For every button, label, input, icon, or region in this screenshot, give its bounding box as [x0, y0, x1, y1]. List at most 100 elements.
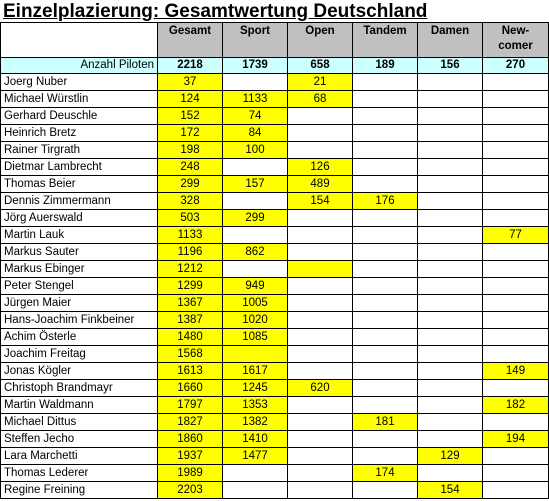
- pilot-name: Joachim Freitag: [0, 345, 158, 363]
- cell-gesamt: 1860: [157, 430, 223, 448]
- ranking-table: Gesamt Sport Open Tandem Damen New- come…: [0, 22, 549, 499]
- cell-open: 21: [287, 73, 353, 91]
- cell-open: [287, 124, 353, 142]
- table-row: Joachim Freitag 1568: [0, 345, 549, 363]
- cell-newcomer: [482, 73, 549, 91]
- cell-tandem: [352, 260, 418, 278]
- cell-newcomer: [482, 90, 549, 108]
- cell-tandem: [352, 362, 418, 380]
- cell-open: [287, 226, 353, 244]
- cell-open: [287, 209, 353, 227]
- cell-sport: [222, 158, 288, 176]
- pilot-name: Dietmar Lambrecht: [0, 158, 158, 176]
- pilot-count-sport: 1739: [222, 57, 288, 74]
- cell-open: [287, 447, 353, 465]
- cell-tandem: [352, 158, 418, 176]
- cell-sport: 299: [222, 209, 288, 227]
- pilot-name: Christoph Brandmayr: [0, 379, 158, 397]
- cell-newcomer: [482, 447, 549, 465]
- table-row: Regine Freining 2203 154: [0, 481, 549, 499]
- cell-open: [287, 413, 353, 431]
- cell-damen: [417, 158, 483, 176]
- cell-newcomer: 194: [482, 430, 549, 448]
- cell-tandem: [352, 243, 418, 261]
- cell-tandem: [352, 396, 418, 414]
- cell-gesamt: 1827: [157, 413, 223, 431]
- table-row: Jörg Auerswald 503 299: [0, 209, 549, 227]
- cell-newcomer: [482, 175, 549, 193]
- table-row: Gerhard Deuschle 152 74: [0, 107, 549, 125]
- pilot-name: Jörg Auerswald: [0, 209, 158, 227]
- cell-open: [287, 311, 353, 329]
- table-row: Rainer Tirgrath 198 100: [0, 141, 549, 159]
- cell-tandem: [352, 328, 418, 346]
- cell-damen: [417, 192, 483, 210]
- cell-sport: [222, 464, 288, 482]
- cell-gesamt: 1299: [157, 277, 223, 295]
- pilot-name: Joerg Nuber: [0, 73, 158, 91]
- cell-open: [287, 328, 353, 346]
- table-row: Dietmar Lambrecht 248 126: [0, 158, 549, 176]
- col-header-damen: Damen: [417, 22, 483, 58]
- col-header-sport: Sport: [222, 22, 288, 58]
- pilot-count-label: Anzahl Piloten: [0, 57, 158, 74]
- cell-tandem: [352, 447, 418, 465]
- cell-damen: [417, 107, 483, 125]
- cell-tandem: [352, 430, 418, 448]
- cell-open: [287, 396, 353, 414]
- cell-newcomer: [482, 311, 549, 329]
- cell-damen: [417, 141, 483, 159]
- pilot-name: Steffen Jecho: [0, 430, 158, 448]
- cell-newcomer: [482, 243, 549, 261]
- pilot-name: Heinrich Bretz: [0, 124, 158, 142]
- pilot-count-damen: 156: [417, 57, 483, 74]
- cell-damen: [417, 413, 483, 431]
- cell-sport: 157: [222, 175, 288, 193]
- cell-gesamt: 1989: [157, 464, 223, 482]
- table-row: Peter Stengel 1299 949: [0, 277, 549, 295]
- cell-damen: [417, 175, 483, 193]
- header-corner: [0, 22, 158, 58]
- cell-gesamt: 1568: [157, 345, 223, 363]
- cell-sport: 74: [222, 107, 288, 125]
- cell-sport: [222, 260, 288, 278]
- cell-gesamt: 37: [157, 73, 223, 91]
- cell-tandem: [352, 175, 418, 193]
- cell-gesamt: 1367: [157, 294, 223, 312]
- table-row: Jürgen Maier 1367 1005: [0, 294, 549, 312]
- pilot-name: Regine Freining: [0, 481, 158, 499]
- pilot-count-open: 658: [287, 57, 353, 74]
- cell-sport: [222, 192, 288, 210]
- cell-gesamt: 1196: [157, 243, 223, 261]
- pilot-count-tandem: 189: [352, 57, 418, 74]
- cell-newcomer: [482, 413, 549, 431]
- cell-tandem: [352, 481, 418, 499]
- table-row: Joerg Nuber 37 21: [0, 73, 549, 91]
- cell-newcomer: [482, 345, 549, 363]
- cell-tandem: [352, 277, 418, 295]
- cell-open: [287, 362, 353, 380]
- cell-gesamt: 172: [157, 124, 223, 142]
- cell-sport: 949: [222, 277, 288, 295]
- table-row: Michael Dittus 1827 1382 181: [0, 413, 549, 431]
- cell-gesamt: 299: [157, 175, 223, 193]
- cell-gesamt: 198: [157, 141, 223, 159]
- pilot-name: Hans-Joachim Finkbeiner: [0, 311, 158, 329]
- cell-newcomer: [482, 328, 549, 346]
- cell-damen: [417, 345, 483, 363]
- pilot-name: Markus Ebinger: [0, 260, 158, 278]
- pilot-name: Dennis Zimmermann: [0, 192, 158, 210]
- table-row: Jonas Kögler 1613 1617 149: [0, 362, 549, 380]
- cell-open: 126: [287, 158, 353, 176]
- cell-tandem: [352, 345, 418, 363]
- cell-gesamt: 1660: [157, 379, 223, 397]
- cell-gesamt: 1133: [157, 226, 223, 244]
- header-row: Gesamt Sport Open Tandem Damen New- come…: [0, 22, 549, 58]
- cell-gesamt: 1613: [157, 362, 223, 380]
- cell-gesamt: 152: [157, 107, 223, 125]
- col-header-gesamt: Gesamt: [157, 22, 223, 58]
- cell-newcomer: [482, 277, 549, 295]
- cell-sport: 1410: [222, 430, 288, 448]
- col-header-newcomer: New- comer: [482, 22, 549, 58]
- pilot-name: Martin Waldmann: [0, 396, 158, 414]
